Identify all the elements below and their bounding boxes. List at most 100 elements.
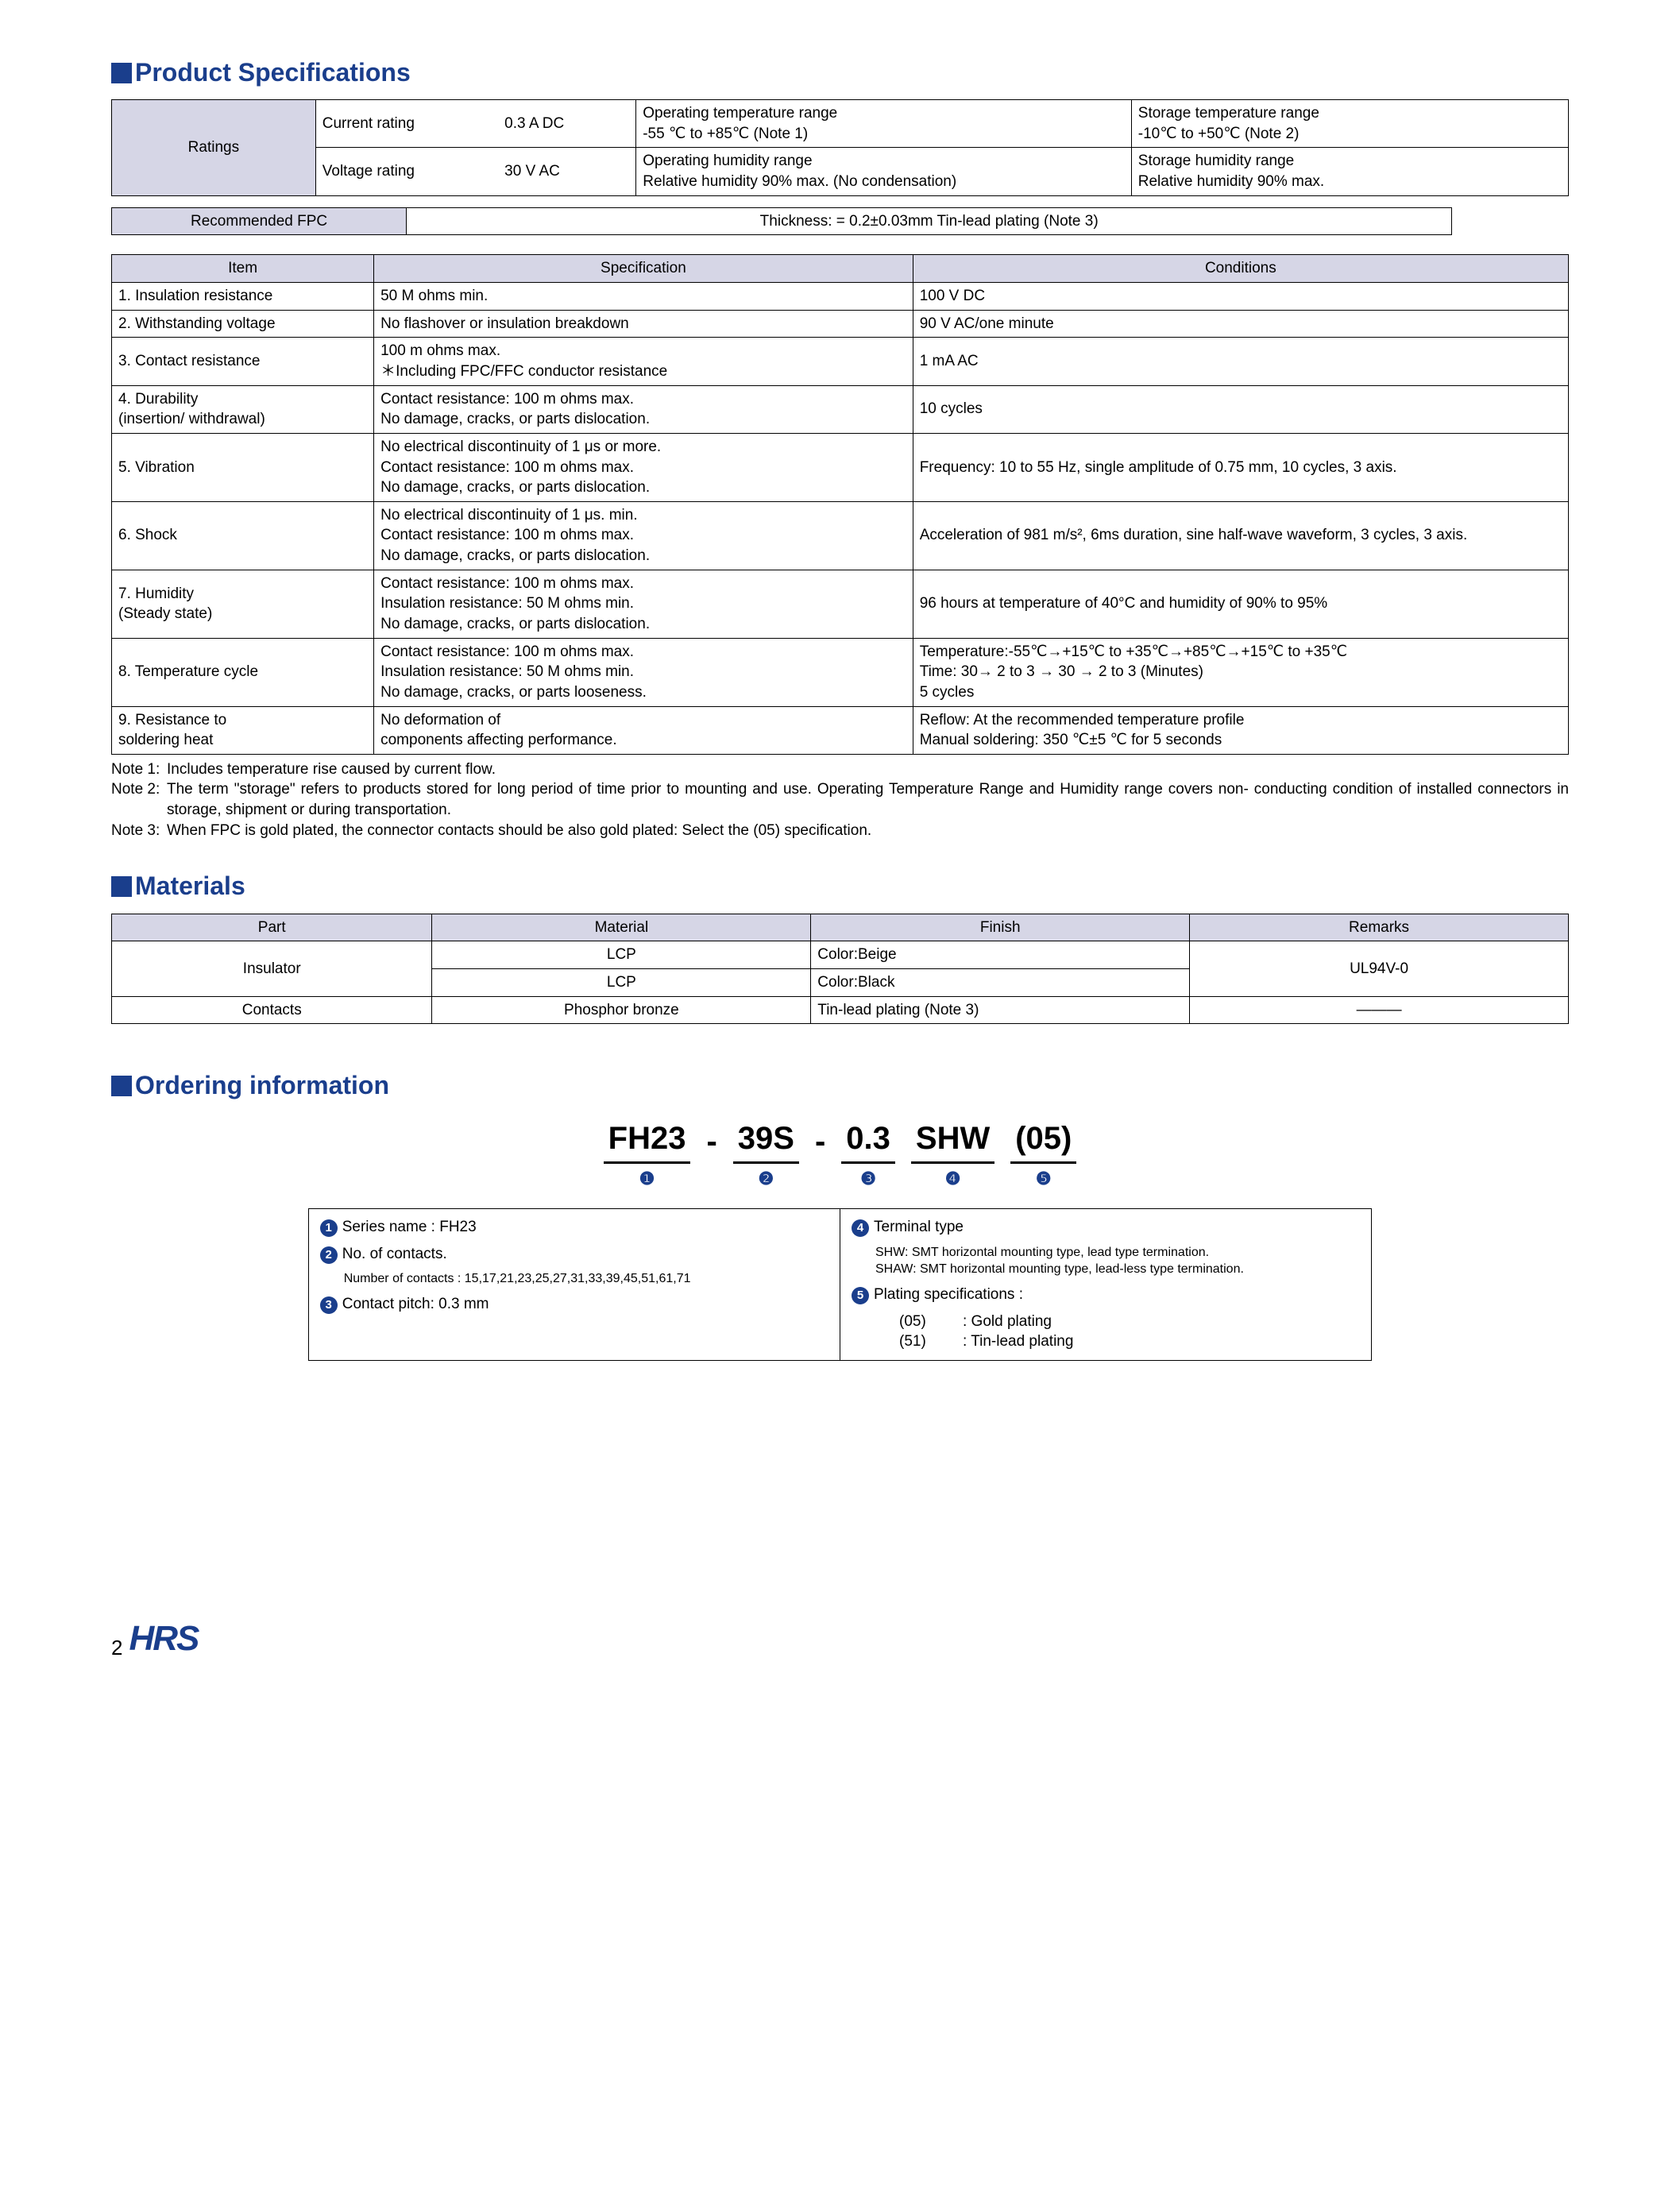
ord-subtext: SHW: SMT horizontal mounting type, lead … <box>875 1244 1360 1262</box>
pn-text: SHW <box>911 1117 994 1164</box>
cell: UL94V-0 <box>1190 941 1569 996</box>
ord-item-5: 5 Plating specifications : <box>852 1285 1360 1305</box>
ordering-col-left: 1Series name : FH23 2No. of contacts. Nu… <box>309 1209 840 1360</box>
label: Operating temperature range <box>643 103 1125 124</box>
value: 30 V AC <box>504 163 560 180</box>
col-finish: Finish <box>811 914 1190 941</box>
ord-plating-opt: (51) : Tin-lead plating <box>899 1331 1360 1352</box>
hrs-logo-icon: HRS <box>129 1615 198 1662</box>
heading-bullet-icon <box>111 63 132 83</box>
fpc-table: Recommended FPC Thickness: = 0.2±0.03mm … <box>111 207 1452 236</box>
cell-cond: 10 cycles <box>913 385 1568 433</box>
circled-number-icon: 3 <box>320 1296 338 1314</box>
ord-subtext: Number of contacts : 15,17,21,23,25,27,3… <box>344 1270 828 1288</box>
cell-spec: Contact resistance: 100 m ohms max. Insu… <box>374 638 913 706</box>
pn-index: ❺ <box>1036 1167 1052 1191</box>
table-row: 7. Humidity (Steady state)Contact resist… <box>112 570 1569 638</box>
pn-text: FH23 <box>604 1117 691 1164</box>
note-body: The term "storage" refers to products st… <box>167 779 1569 820</box>
ord-item-2: 2No. of contacts. <box>320 1244 828 1265</box>
label: Storage humidity range <box>1138 151 1562 172</box>
cell-spec: Contact resistance: 100 m ohms max. Insu… <box>374 570 913 638</box>
cell-spec: No electrical discontinuity of 1 μs or m… <box>374 433 913 501</box>
pn-dash: - <box>706 1117 716 1163</box>
col-remarks: Remarks <box>1190 914 1569 941</box>
table-row: 2. Withstanding voltageNo flashover or i… <box>112 310 1569 338</box>
note-body: When FPC is gold plated, the connector c… <box>167 821 1569 841</box>
ord-plating-opt: (05) : Gold plating <box>899 1312 1360 1332</box>
label: Operating humidity range <box>643 151 1125 172</box>
pn-seg-5: (05) ❺ <box>1010 1117 1076 1191</box>
spec-table: Item Specification Conditions 1. Insulat… <box>111 254 1569 754</box>
section-heading-materials: Materials <box>111 869 1569 903</box>
note-label: Note 1: <box>111 759 167 780</box>
desc: : Tin-lead plating <box>963 1331 1073 1352</box>
cell-item: 7. Humidity (Steady state) <box>112 570 374 638</box>
cell: Color:Black <box>811 968 1190 996</box>
cell: Operating humidity range Relative humidi… <box>636 148 1132 195</box>
table-row: Recommended FPC Thickness: = 0.2±0.03mm … <box>112 207 1452 235</box>
text: Plating specifications : <box>874 1286 1023 1303</box>
section-heading-ordering: Ordering information <box>111 1068 1569 1103</box>
part-number: FH23 ❶ - 39S ❷ - 0.3 ❸ SHW ❹ (05) ❺ <box>604 1117 1077 1191</box>
pn-seg-2: 39S ❷ <box>733 1117 799 1191</box>
pn-index: ❶ <box>639 1167 655 1191</box>
cell-item: 6. Shock <box>112 501 374 570</box>
heading-bullet-icon <box>111 876 132 897</box>
label: Storage temperature range <box>1138 103 1562 124</box>
ord-item-4: 4Terminal type <box>852 1217 1360 1238</box>
cell: ——— <box>1190 996 1569 1024</box>
cell: Voltage rating 30 V AC <box>315 148 635 195</box>
table-row: 9. Resistance to soldering heatNo deform… <box>112 706 1569 754</box>
label: Voltage rating <box>322 161 500 182</box>
pn-seg-4: SHW ❹ <box>911 1117 994 1191</box>
cell-spec: No deformation of components affecting p… <box>374 706 913 754</box>
ordering-col-right: 4Terminal type SHW: SMT horizontal mount… <box>840 1209 1371 1360</box>
heading-text: Product Specifications <box>135 56 411 90</box>
col-spec: Specification <box>374 255 913 283</box>
cell-item: 5. Vibration <box>112 433 374 501</box>
table-row: 4. Durability (insertion/ withdrawal)Con… <box>112 385 1569 433</box>
cell-spec: 50 M ohms min. <box>374 283 913 311</box>
cell-cond: Reflow: At the recommended temperature p… <box>913 706 1568 754</box>
cell-item: 4. Durability (insertion/ withdrawal) <box>112 385 374 433</box>
cell: LCP <box>432 968 811 996</box>
heading-text: Ordering information <box>135 1068 389 1103</box>
pn-text: 39S <box>733 1117 799 1164</box>
table-row: Ratings Current rating 0.3 A DC Operatin… <box>112 100 1569 148</box>
circled-number-icon: 5 <box>852 1287 869 1304</box>
cell: Operating temperature range -55 ℃ to +85… <box>636 100 1132 148</box>
value: 0.3 A DC <box>504 115 564 132</box>
value: Relative humidity 90% max. <box>1138 172 1562 192</box>
cell-cond: Temperature:-55℃→+15℃ to +35℃→+85℃→+15℃ … <box>913 638 1568 706</box>
circled-number-icon: 2 <box>320 1246 338 1264</box>
note-body: Includes temperature rise caused by curr… <box>167 759 1569 780</box>
col-material: Material <box>432 914 811 941</box>
table-row: 5. VibrationNo electrical discontinuity … <box>112 433 1569 501</box>
cell: Tin-lead plating (Note 3) <box>811 996 1190 1024</box>
table-row: Item Specification Conditions <box>112 255 1569 283</box>
cell-spec: No flashover or insulation breakdown <box>374 310 913 338</box>
circled-number-icon: 4 <box>852 1219 869 1237</box>
cell-cond: 1 mA AC <box>913 338 1568 385</box>
cell-spec: Contact resistance: 100 m ohms max. No d… <box>374 385 913 433</box>
value: -55 ℃ to +85℃ (Note 1) <box>643 124 1125 145</box>
col-item: Item <box>112 255 374 283</box>
cell-spec: No electrical discontinuity of 1 μs. min… <box>374 501 913 570</box>
circled-number-icon: 1 <box>320 1219 338 1237</box>
note-2: Note 2: The term "storage" refers to pro… <box>111 779 1569 820</box>
ratings-label: Ratings <box>112 100 316 196</box>
col-cond: Conditions <box>913 255 1568 283</box>
page-number: 2 <box>111 1634 122 1662</box>
code: (05) <box>899 1312 963 1332</box>
note-label: Note 2: <box>111 779 167 820</box>
note-1: Note 1: Includes temperature rise caused… <box>111 759 1569 780</box>
pn-index: ❹ <box>945 1167 961 1191</box>
fpc-label: Recommended FPC <box>112 207 407 235</box>
value: -10℃ to +50℃ (Note 2) <box>1138 124 1562 145</box>
cell-item: 8. Temperature cycle <box>112 638 374 706</box>
table-row: Part Material Finish Remarks <box>112 914 1569 941</box>
note-label: Note 3: <box>111 821 167 841</box>
pn-dash: - <box>815 1117 825 1163</box>
cell-item: 2. Withstanding voltage <box>112 310 374 338</box>
